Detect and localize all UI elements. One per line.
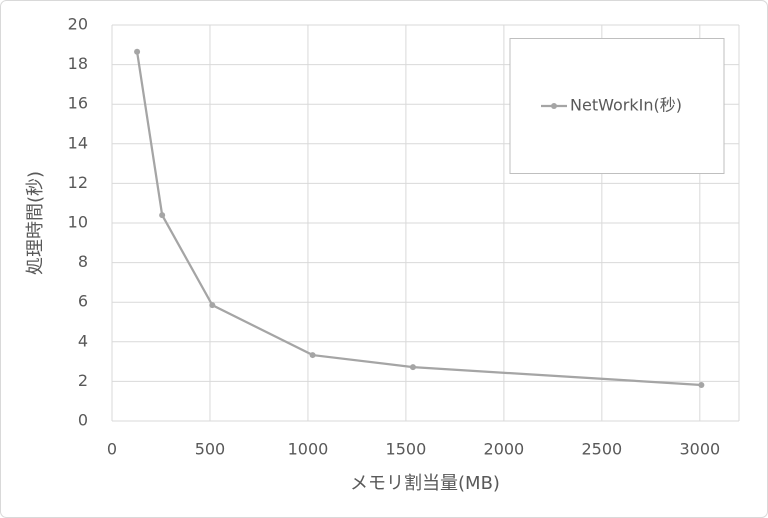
y-tick-label: 4 — [78, 331, 88, 350]
data-point — [309, 352, 316, 359]
y-tick-label: 18 — [68, 54, 88, 73]
legend-label: NetWorkIn(秒) — [570, 96, 682, 115]
y-tick-label: 20 — [68, 15, 88, 34]
y-tick-label: 8 — [78, 252, 88, 271]
x-axis-title: メモリ割当量(MB) — [350, 473, 500, 494]
y-tick-label: 14 — [68, 133, 88, 152]
y-tick-label: 2 — [78, 371, 88, 390]
y-tick-label: 12 — [68, 173, 88, 192]
data-point — [134, 48, 141, 55]
series-line — [135, 51, 702, 387]
x-tick-label: 2500 — [581, 440, 622, 459]
y-tick-label: 10 — [68, 213, 88, 232]
y-tick-label: 0 — [78, 411, 88, 430]
y-tick-label: 6 — [78, 292, 88, 311]
data-point — [209, 302, 216, 309]
y-axis-title: 処理時間(秒) — [25, 171, 46, 275]
x-tick-label: 3000 — [679, 440, 720, 459]
legend-marker — [551, 103, 557, 109]
x-tick-label: 0 — [107, 440, 117, 459]
y-tick-label: 16 — [68, 94, 88, 113]
x-tick-label: 1000 — [288, 440, 329, 459]
x-tick-label: 500 — [195, 440, 226, 459]
x-tick-label: 2000 — [484, 440, 525, 459]
data-point — [409, 364, 416, 371]
data-point — [159, 212, 166, 219]
data-point — [698, 381, 705, 388]
x-tick-label: 1500 — [386, 440, 427, 459]
